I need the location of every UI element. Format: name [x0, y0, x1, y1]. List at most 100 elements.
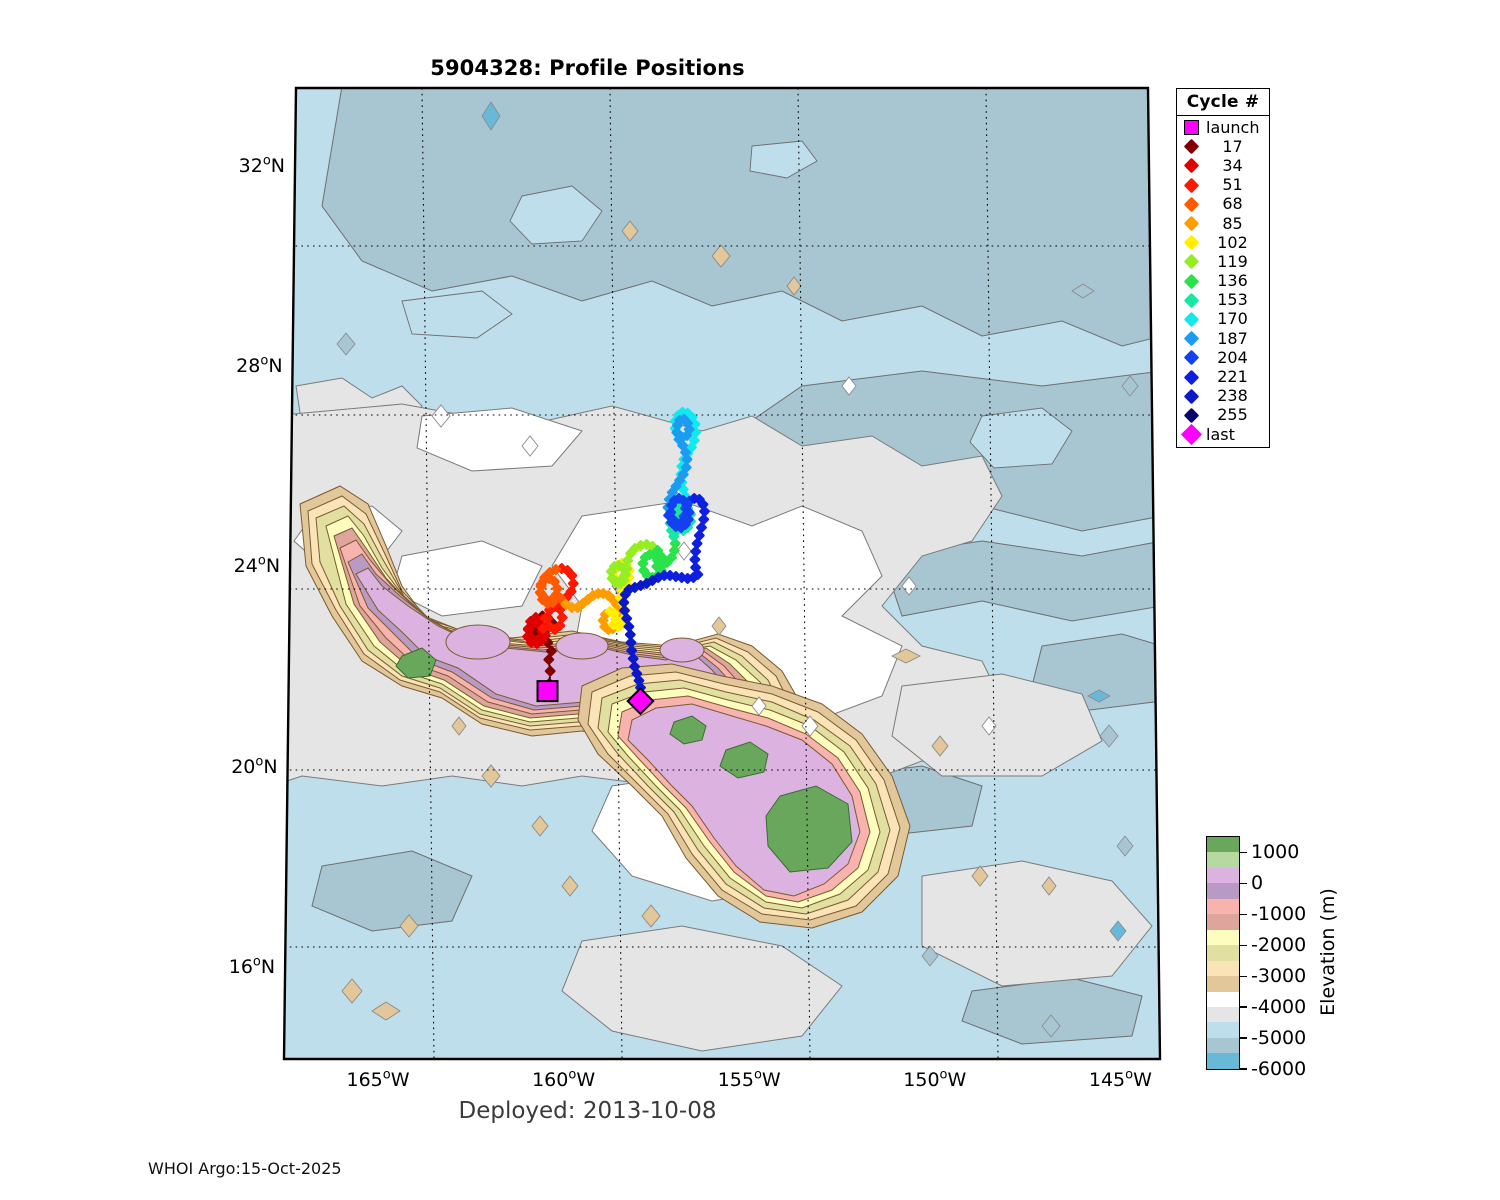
colorbar-tick — [1240, 851, 1247, 854]
x-tick-155W: 155oW — [717, 1067, 781, 1091]
profile-position-marker — [606, 566, 617, 577]
colorbar-band — [1207, 914, 1239, 930]
x-tick-165W: 165oW — [346, 1067, 410, 1091]
colorbar-tick — [1240, 1037, 1247, 1039]
map-plot-area — [282, 86, 1162, 1061]
colorbar-band — [1207, 960, 1239, 977]
profile-position-marker — [556, 612, 568, 623]
legend-title: Cycle # — [1177, 89, 1269, 116]
profile-position-marker — [542, 613, 553, 624]
profile-position-marker — [693, 530, 705, 541]
track-points — [522, 406, 710, 707]
profile-position-marker — [688, 435, 700, 446]
legend-label: 119 — [1217, 251, 1248, 271]
profile-position-marker — [696, 522, 707, 533]
profile-position-marker — [625, 637, 637, 648]
legend-item-255[interactable]: 255 — [1177, 406, 1269, 425]
legend-item-221[interactable]: 221 — [1177, 367, 1269, 386]
legend-item-last[interactable]: last — [1177, 423, 1269, 446]
elevation-colorbar: 1000 0 -1000 -2000 -3000 -4000 -5000 -6000 — [1206, 836, 1306, 1080]
legend-item-34[interactable]: 34 — [1177, 156, 1269, 175]
profile-position-marker — [619, 605, 630, 616]
legend-marker-221-icon — [1182, 369, 1200, 385]
colorbar-tick — [1240, 1006, 1247, 1008]
legend-label: 221 — [1217, 367, 1248, 387]
footer-credit: WHOI Argo:15-Oct-2025 — [148, 1159, 342, 1178]
profile-position-marker — [666, 500, 677, 511]
y-tick-24N: 24oN — [233, 554, 281, 578]
legend-item-187[interactable]: 187 — [1177, 329, 1269, 348]
legend-item-153[interactable]: 153 — [1177, 291, 1269, 310]
legend-marker-170-icon — [1182, 311, 1200, 328]
colorbar-band — [1207, 945, 1239, 961]
profile-position-marker — [623, 621, 635, 632]
legend-label: 68 — [1222, 194, 1243, 214]
legend-marker-136-icon — [1182, 273, 1200, 289]
profile-position-marker — [691, 538, 703, 549]
legend-label: last — [1206, 424, 1235, 444]
legend-marker-68-icon — [1182, 196, 1200, 213]
profile-position-marker — [618, 597, 630, 608]
x-tick-145W: 145oW — [1088, 1067, 1152, 1091]
legend-label: 136 — [1217, 271, 1248, 291]
legend-label: 34 — [1222, 155, 1243, 175]
legend-label: 153 — [1217, 290, 1248, 310]
legend-label: 170 — [1217, 309, 1248, 329]
legend-marker-255-icon — [1182, 407, 1200, 424]
legend-item-102[interactable]: 102 — [1177, 233, 1269, 252]
colorbar-tick-label: 0 — [1251, 872, 1264, 895]
deployed-caption: Deployed: 2013-10-08 — [458, 1098, 717, 1124]
profile-position-marker — [535, 581, 547, 592]
x-tick-160W: 160oW — [532, 1067, 596, 1091]
legend-marker-launch-icon — [1182, 120, 1200, 136]
profile-position-marker — [626, 645, 638, 656]
legend-item-17[interactable]: 17 — [1177, 137, 1269, 156]
profile-position-marker — [699, 506, 710, 517]
colorbar-tick — [1240, 1068, 1247, 1070]
profile-position-marker — [698, 514, 710, 525]
profile-position-marker — [638, 565, 650, 576]
colorbar-tick — [1240, 944, 1247, 946]
profile-position-marker — [619, 589, 631, 600]
legend-marker-last-icon — [1180, 423, 1202, 446]
colorbar-band — [1207, 976, 1239, 992]
legend-label: 187 — [1217, 328, 1248, 348]
colorbar-band — [1207, 837, 1239, 853]
legend-marker-187-icon — [1182, 330, 1200, 347]
profile-position-marker — [523, 623, 534, 634]
profile-position-marker — [678, 511, 690, 522]
profile-position-marker — [681, 454, 693, 465]
legend-item-launch[interactable]: launch — [1177, 118, 1269, 137]
bathymetry-map — [282, 86, 1162, 1061]
legend-item-238[interactable]: 238 — [1177, 387, 1269, 406]
y-tick-32N: 32oN — [238, 153, 285, 178]
legend-marker-17-icon — [1182, 139, 1200, 155]
colorbar-tick-label: -6000 — [1251, 1058, 1307, 1080]
legend-label: 85 — [1222, 213, 1243, 233]
colorbar-band — [1207, 1022, 1239, 1038]
colorbar-tick-label: -3000 — [1251, 965, 1307, 988]
legend-item-136[interactable]: 136 — [1177, 272, 1269, 291]
colorbar-tick — [1240, 882, 1247, 885]
legend-marker-119-icon — [1182, 254, 1200, 270]
colorbar-band — [1207, 929, 1239, 946]
legend-item-51[interactable]: 51 — [1177, 176, 1269, 195]
y-tick-16N: 16oN — [228, 954, 276, 978]
legend-label: 204 — [1217, 347, 1248, 367]
launch-marker — [536, 680, 559, 703]
profile-position-marker — [672, 419, 683, 431]
legend-item-68[interactable]: 68 — [1177, 195, 1269, 214]
legend-label: launch — [1206, 117, 1260, 137]
colorbar-band — [1207, 991, 1239, 1007]
legend-marker-34-icon — [1182, 158, 1200, 174]
profile-position-marker — [565, 586, 577, 597]
profile-position-marker — [544, 665, 556, 677]
legend-label: 255 — [1217, 405, 1248, 425]
colorbar-band — [1207, 867, 1239, 884]
legend-marker-238-icon — [1182, 388, 1200, 404]
colorbar-band — [1207, 1006, 1239, 1023]
legend-item-204[interactable]: 204 — [1177, 348, 1269, 367]
legend-item-85[interactable]: 85 — [1177, 214, 1269, 233]
legend-item-170[interactable]: 170 — [1177, 310, 1269, 329]
legend-item-119[interactable]: 119 — [1177, 252, 1269, 271]
